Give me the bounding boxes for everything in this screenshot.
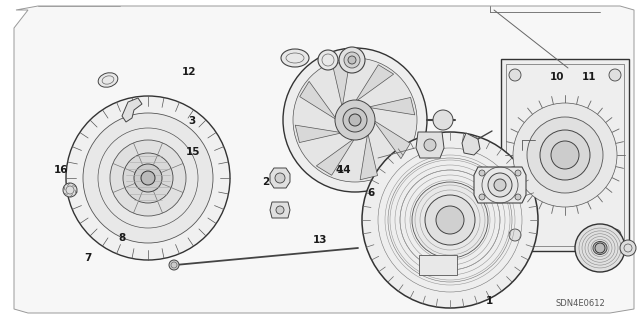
- Circle shape: [540, 130, 590, 180]
- Circle shape: [348, 56, 356, 64]
- Text: 4: 4: [335, 165, 343, 175]
- Circle shape: [276, 206, 284, 214]
- Text: SDN4E0612: SDN4E0612: [555, 299, 605, 308]
- Text: 15: 15: [186, 147, 200, 158]
- Circle shape: [66, 96, 230, 260]
- Circle shape: [494, 179, 506, 191]
- Polygon shape: [122, 98, 142, 122]
- Polygon shape: [360, 133, 378, 180]
- Circle shape: [425, 195, 475, 245]
- Text: 6: 6: [367, 188, 375, 198]
- Polygon shape: [368, 97, 415, 115]
- Ellipse shape: [98, 73, 118, 87]
- Circle shape: [620, 240, 636, 256]
- Circle shape: [424, 139, 436, 151]
- Circle shape: [595, 243, 605, 253]
- Circle shape: [362, 132, 538, 308]
- Circle shape: [339, 47, 365, 73]
- Text: 14: 14: [337, 165, 351, 175]
- Bar: [419, 255, 457, 275]
- Circle shape: [141, 171, 155, 185]
- Polygon shape: [355, 65, 394, 102]
- Ellipse shape: [281, 49, 309, 67]
- Circle shape: [63, 183, 77, 197]
- Polygon shape: [373, 120, 410, 159]
- Text: 13: 13: [313, 235, 327, 245]
- Polygon shape: [295, 125, 342, 143]
- Polygon shape: [316, 138, 355, 175]
- Circle shape: [509, 229, 521, 241]
- Polygon shape: [462, 133, 480, 155]
- Circle shape: [515, 170, 521, 176]
- Text: 10: 10: [550, 71, 564, 82]
- Circle shape: [433, 110, 453, 130]
- Polygon shape: [300, 81, 337, 120]
- Text: 3: 3: [188, 116, 196, 126]
- Circle shape: [275, 173, 285, 183]
- Circle shape: [335, 100, 375, 140]
- Polygon shape: [270, 202, 290, 218]
- Circle shape: [349, 114, 361, 126]
- Polygon shape: [474, 167, 526, 203]
- Text: 7: 7: [84, 253, 92, 263]
- Polygon shape: [332, 60, 350, 107]
- Text: 1: 1: [486, 296, 493, 307]
- Circle shape: [488, 173, 512, 197]
- Ellipse shape: [593, 241, 607, 255]
- Polygon shape: [416, 132, 444, 158]
- Circle shape: [123, 153, 173, 203]
- Bar: [501, 59, 629, 251]
- Circle shape: [169, 260, 179, 270]
- Circle shape: [515, 194, 521, 200]
- Circle shape: [609, 69, 621, 81]
- Circle shape: [479, 170, 485, 176]
- Bar: [506, 64, 624, 246]
- Text: 11: 11: [582, 71, 596, 82]
- Text: 16: 16: [54, 165, 68, 175]
- Text: 12: 12: [182, 67, 196, 77]
- Circle shape: [513, 103, 617, 207]
- Circle shape: [412, 182, 488, 258]
- Circle shape: [293, 58, 417, 182]
- Circle shape: [343, 108, 367, 132]
- Circle shape: [509, 69, 521, 81]
- Text: 2: 2: [262, 177, 269, 187]
- Circle shape: [551, 141, 579, 169]
- Circle shape: [134, 164, 162, 192]
- Circle shape: [344, 52, 360, 68]
- Text: 8: 8: [118, 233, 125, 243]
- Polygon shape: [270, 168, 290, 188]
- Ellipse shape: [575, 224, 625, 272]
- Circle shape: [436, 206, 464, 234]
- Polygon shape: [14, 6, 634, 313]
- Circle shape: [318, 50, 338, 70]
- Circle shape: [527, 117, 603, 193]
- Circle shape: [283, 48, 427, 192]
- Circle shape: [83, 113, 213, 243]
- Circle shape: [609, 229, 621, 241]
- Circle shape: [110, 140, 186, 216]
- Circle shape: [479, 194, 485, 200]
